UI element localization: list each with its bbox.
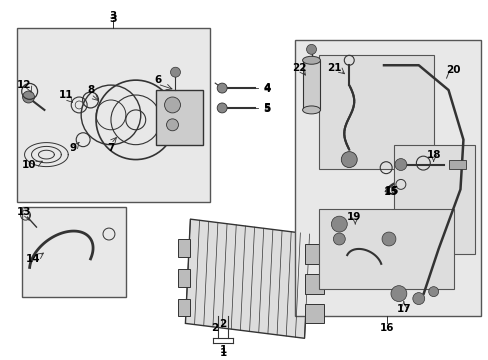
Text: 6: 6 xyxy=(154,75,161,85)
Circle shape xyxy=(170,67,180,77)
Circle shape xyxy=(164,97,180,113)
Text: 10: 10 xyxy=(22,159,37,170)
Bar xyxy=(304,303,324,323)
Circle shape xyxy=(394,158,406,171)
Circle shape xyxy=(341,152,356,167)
Text: 8: 8 xyxy=(87,85,95,95)
Circle shape xyxy=(22,91,35,103)
Bar xyxy=(294,40,480,316)
Bar xyxy=(304,244,324,264)
Circle shape xyxy=(166,119,178,131)
Bar xyxy=(319,209,452,289)
Text: 14: 14 xyxy=(26,254,41,264)
Bar xyxy=(393,145,474,254)
Text: 18: 18 xyxy=(426,150,440,159)
Text: 5: 5 xyxy=(263,104,270,114)
Text: 5: 5 xyxy=(263,103,270,113)
Bar xyxy=(302,60,320,110)
Bar xyxy=(178,298,190,316)
Text: 22: 22 xyxy=(292,63,306,73)
Bar xyxy=(304,274,324,294)
Text: 12: 12 xyxy=(16,80,31,90)
Bar xyxy=(319,55,433,170)
Polygon shape xyxy=(185,219,309,338)
Bar xyxy=(178,269,190,287)
Circle shape xyxy=(217,103,226,113)
Text: 1: 1 xyxy=(219,345,226,355)
Circle shape xyxy=(333,233,345,245)
Circle shape xyxy=(217,83,226,93)
Text: 11: 11 xyxy=(59,90,73,100)
Text: 13: 13 xyxy=(16,207,31,217)
Text: 15: 15 xyxy=(383,187,397,197)
Text: 19: 19 xyxy=(346,212,361,222)
Text: 1: 1 xyxy=(219,348,226,358)
Text: 21: 21 xyxy=(326,63,341,73)
Circle shape xyxy=(428,287,438,297)
Circle shape xyxy=(412,293,424,305)
Text: 3: 3 xyxy=(109,10,116,21)
Text: 7: 7 xyxy=(107,143,114,153)
Text: 2: 2 xyxy=(211,323,219,333)
Bar xyxy=(178,239,190,257)
Ellipse shape xyxy=(302,106,320,114)
Text: 20: 20 xyxy=(446,65,460,75)
Ellipse shape xyxy=(302,56,320,64)
Bar xyxy=(17,28,210,202)
Text: 3: 3 xyxy=(109,14,117,23)
Circle shape xyxy=(331,216,346,232)
Circle shape xyxy=(381,232,395,246)
Text: 4: 4 xyxy=(263,83,270,93)
Circle shape xyxy=(306,44,316,54)
Bar xyxy=(447,159,466,170)
Text: 2: 2 xyxy=(219,319,226,329)
Circle shape xyxy=(390,286,406,302)
Text: 16: 16 xyxy=(379,323,393,333)
Text: 15: 15 xyxy=(384,186,398,196)
Text: 17: 17 xyxy=(396,303,410,314)
Bar xyxy=(21,207,125,297)
Bar xyxy=(155,90,203,145)
Text: 9: 9 xyxy=(69,143,77,153)
Text: 4: 4 xyxy=(263,84,270,94)
